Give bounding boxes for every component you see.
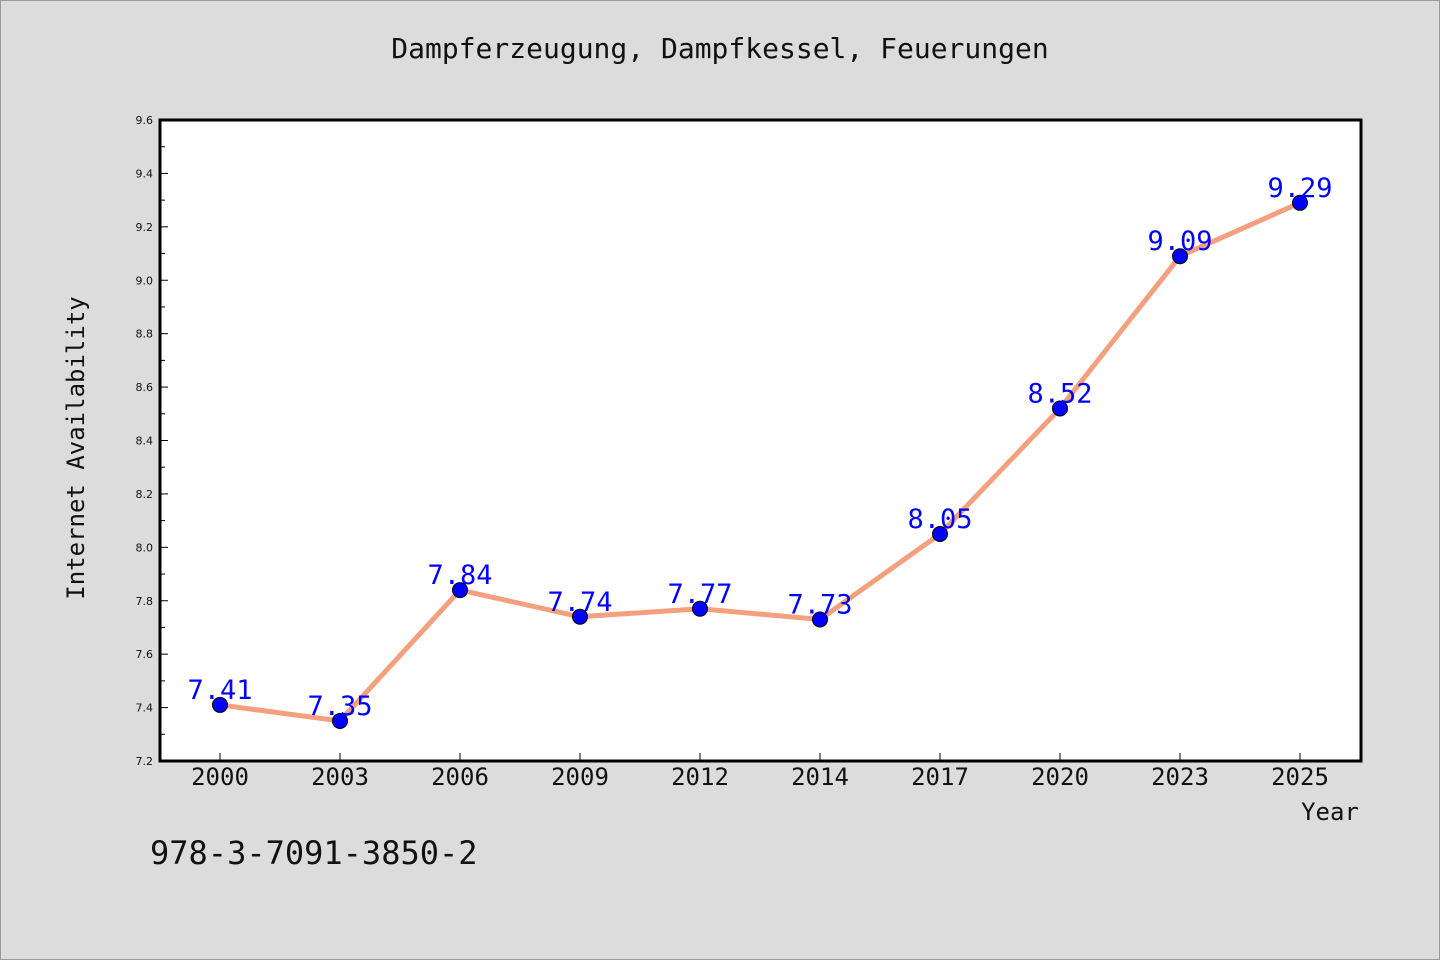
x-tick-label: 2017 [911,763,969,791]
data-point [1052,400,1068,417]
x-tick-label: 2003 [311,763,369,791]
y-axis-title: Internet Availability [62,296,90,599]
x-tick-label: 2014 [791,763,849,791]
x-tick-label: 2012 [671,763,729,791]
data-label: 7.41 [187,675,252,706]
y-tick-label: 8.4 [136,435,154,448]
x-tick-label: 2025 [1271,763,1329,791]
x-tick-label: 2009 [551,763,609,791]
data-point [812,611,828,628]
data-point [692,600,708,617]
data-point [572,608,588,625]
data-point [452,582,468,599]
y-tick-label: 8.0 [136,541,154,554]
data-label: 7.73 [787,589,852,620]
y-tick-label: 8.6 [136,381,154,394]
data-label: 8.52 [1027,378,1092,409]
y-tick-label: 9.2 [136,221,154,234]
isbn-label: 978-3-7091-3850-2 [150,834,478,872]
y-tick-label: 7.2 [136,755,154,768]
y-tick-label: 7.6 [136,648,154,661]
data-point [932,525,948,542]
chart-title: Dampferzeugung, Dampfkessel, Feuerungen [391,32,1049,65]
y-tick-label: 9.6 [136,114,154,127]
data-label: 7.35 [307,691,372,722]
series-line [219,200,1302,724]
data-point [212,696,228,713]
data-label: 8.05 [907,504,972,535]
data-label: 9.09 [1147,226,1212,257]
y-tick-label: 9.0 [136,274,154,287]
data-point [1292,194,1308,211]
data-point [1172,248,1188,265]
x-tick-label: 2023 [1151,763,1209,791]
data-label: 7.77 [667,579,732,610]
y-tick-label: 8.8 [136,328,154,341]
x-tick-label: 2000 [191,763,249,791]
y-axis: 7.2 7.4 7.6 7.8 8.0 8.2 8.4 8.6 8.8 9.0 9.2 9.4 9.6 [136,114,168,768]
x-axis-title: Year [1301,798,1359,826]
data-label: 7.74 [547,587,612,618]
data-label: 9.29 [1267,173,1332,204]
y-tick-label: 7.4 [136,702,154,715]
plot-area [158,118,1363,763]
x-tick-label: 2020 [1031,763,1089,791]
x-tick-label: 2006 [431,763,489,791]
data-markers [212,194,1308,729]
data-labels: 7.41 7.35 7.84 7.74 7.77 7.73 8.05 8.52 9.09 9.29 [187,173,1332,722]
data-label: 7.84 [427,560,492,591]
y-tick-label: 7.8 [136,595,154,608]
y-tick-label: 8.2 [136,488,154,501]
x-axis: 2000 2003 2006 2009 2012 2014 2017 2020 2023 2025 [191,753,1329,791]
data-point [332,712,348,729]
y-tick-label: 9.4 [136,167,154,180]
